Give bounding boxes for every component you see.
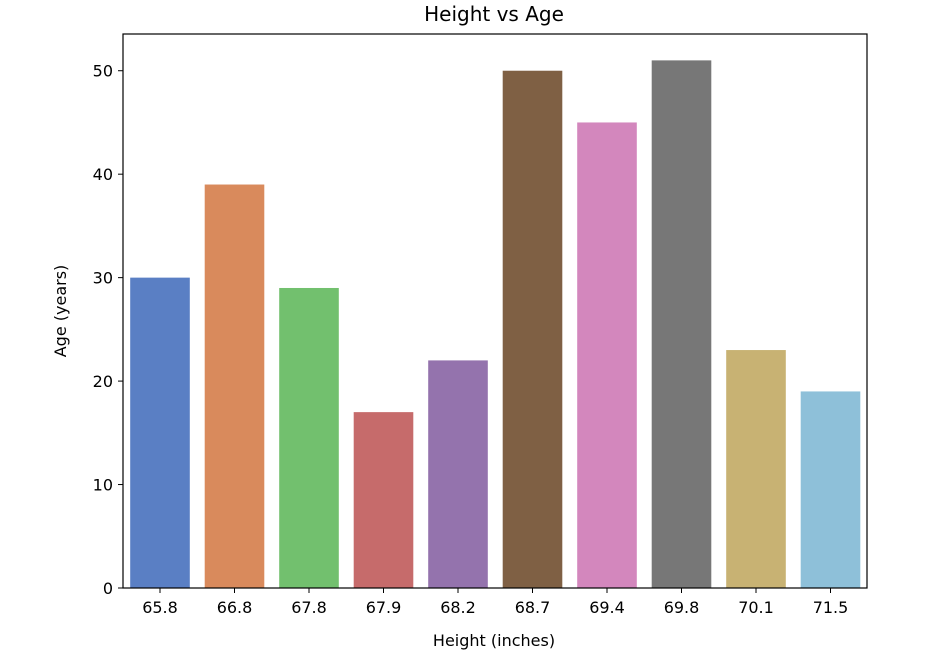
- x-tick-label: 66.8: [217, 598, 253, 617]
- bar-66.8: [204, 184, 265, 588]
- y-axis-label: Age (years): [51, 265, 70, 358]
- x-axis-ticks: 65.8 66.8 67.8 67.9 68.2 68.7 69.4 69.8 70.1 71.5: [142, 588, 848, 617]
- chart-title: Height vs Age: [424, 2, 564, 26]
- x-tick-label: 69.8: [664, 598, 700, 617]
- bar-67.8: [279, 287, 339, 588]
- bar-65.8: [130, 277, 190, 588]
- bar-68.2: [428, 360, 488, 588]
- y-tick-label: 40: [93, 165, 113, 184]
- bar-69.8: [651, 60, 712, 588]
- y-tick-label: 30: [93, 269, 113, 288]
- bar-68.7: [502, 70, 563, 588]
- x-tick-label: 71.5: [813, 598, 849, 617]
- x-tick-label: 67.9: [366, 598, 402, 617]
- bar-67.9: [353, 412, 414, 588]
- x-axis-label: Height (inches): [433, 631, 555, 650]
- x-tick-label: 70.1: [738, 598, 774, 617]
- bar-71.5: [800, 391, 861, 588]
- x-tick-label: 69.4: [589, 598, 625, 617]
- y-tick-label: 20: [93, 372, 113, 391]
- y-tick-label: 0: [103, 579, 113, 598]
- y-tick-label: 10: [93, 476, 113, 495]
- plot-frame: [122, 33, 868, 589]
- y-tick-label: 50: [93, 62, 113, 81]
- bars-group: [130, 60, 861, 588]
- x-tick-label: 67.8: [291, 598, 327, 617]
- y-axis-ticks: 0 10 20 30 40 50: [93, 62, 123, 598]
- x-tick-label: 68.2: [440, 598, 476, 617]
- x-tick-label: 65.8: [142, 598, 178, 617]
- bar-70.1: [726, 350, 786, 588]
- bar-69.4: [577, 122, 637, 588]
- x-tick-label: 68.7: [515, 598, 551, 617]
